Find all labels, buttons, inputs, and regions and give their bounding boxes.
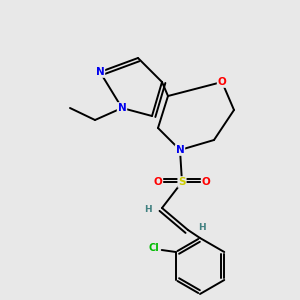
Text: O: O	[218, 77, 226, 87]
Text: N: N	[118, 103, 126, 113]
Text: H: H	[198, 224, 206, 232]
Text: O: O	[154, 177, 162, 187]
Text: S: S	[178, 177, 186, 187]
Text: N: N	[96, 67, 104, 77]
Text: N: N	[176, 145, 184, 155]
Text: H: H	[144, 206, 152, 214]
Text: Cl: Cl	[148, 243, 159, 253]
Text: O: O	[202, 177, 210, 187]
